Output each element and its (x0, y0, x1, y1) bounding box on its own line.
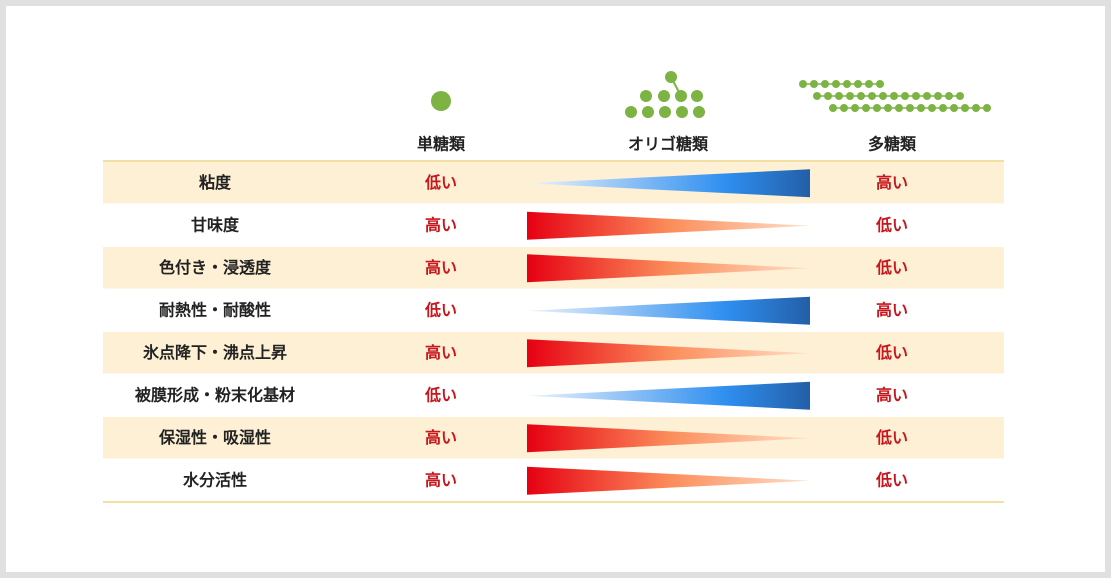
trend-wedge (527, 211, 810, 240)
poly-dot (939, 104, 947, 112)
row-label: 保湿性・吸湿性 (158, 428, 271, 447)
left-value: 高い (425, 258, 457, 277)
poly-dot (876, 80, 884, 88)
left-value: 低い (424, 173, 457, 192)
poly-dot (873, 104, 881, 112)
poly-dot (832, 80, 840, 88)
poly-dot (917, 104, 925, 112)
poly-dot (821, 80, 829, 88)
oligo-dot (658, 90, 670, 102)
oligo-dot (675, 90, 687, 102)
poly-dot (890, 92, 898, 100)
poly-dot (799, 80, 807, 88)
row-label: 耐熱性・耐酸性 (159, 300, 271, 319)
oligo-dot (659, 106, 671, 118)
left-value: 高い (425, 470, 457, 489)
right-value: 低い (875, 343, 908, 362)
left-value: 低い (424, 385, 457, 404)
poly-dot (884, 104, 892, 112)
trend-wedge (527, 296, 810, 325)
poly-dot (854, 80, 862, 88)
row-label: 水分活性 (183, 470, 247, 489)
poly-dot (829, 104, 837, 112)
right-value: 低い (875, 470, 908, 489)
poly-dot (901, 92, 909, 100)
poly-dot (912, 92, 920, 100)
oligo-dot (691, 90, 703, 102)
right-value: 高い (876, 300, 908, 319)
trend-wedge (527, 424, 810, 453)
column-header: 多糖類 (868, 135, 917, 154)
oligo-dot (642, 106, 654, 118)
oligo-dot (640, 90, 652, 102)
poly-dot (956, 92, 964, 100)
column-header: オリゴ糖類 (628, 135, 709, 154)
poly-dot (972, 104, 980, 112)
poly-dot (895, 104, 903, 112)
poly-dot (835, 92, 843, 100)
trend-wedge (527, 381, 810, 410)
row-label: 被膜形成・粉末化基材 (135, 385, 295, 404)
right-value: 高い (876, 173, 908, 192)
row-label: 甘味度 (191, 215, 240, 234)
poly-dot (906, 104, 914, 112)
poly-dot (934, 92, 942, 100)
poly-dot (879, 92, 887, 100)
row-label: 粘度 (199, 173, 232, 192)
poly-dot (843, 80, 851, 88)
right-value: 低い (875, 215, 908, 234)
oligo-dot (665, 71, 677, 83)
right-value: 低い (875, 258, 908, 277)
poly-dot (928, 104, 936, 112)
trend-wedge (527, 254, 810, 283)
row-label: 氷点降下・沸点上昇 (143, 343, 287, 362)
poly-dot (950, 104, 958, 112)
left-value: 高い (425, 428, 457, 447)
left-value: 高い (425, 343, 457, 362)
trend-wedge (527, 466, 810, 495)
poly-dot (923, 92, 931, 100)
right-value: 高い (876, 385, 908, 404)
poly-dot (851, 104, 859, 112)
poly-dot (865, 80, 873, 88)
icons (431, 71, 991, 118)
row-label: 色付き・浸透度 (159, 258, 272, 277)
left-value: 高い (425, 215, 457, 234)
trend-wedge (527, 169, 810, 198)
trend-wedge (527, 339, 810, 368)
poly-dot (857, 92, 865, 100)
poly-dot (862, 104, 870, 112)
oligo-dot (676, 106, 688, 118)
poly-dot (961, 104, 969, 112)
left-value: 低い (424, 300, 457, 319)
oligo-dot (693, 106, 705, 118)
poly-dot (868, 92, 876, 100)
poly-dot (824, 92, 832, 100)
poly-dot (945, 92, 953, 100)
column-header: 単糖類 (417, 135, 466, 154)
oligo-dot (625, 106, 637, 118)
right-value: 低い (875, 428, 908, 447)
poly-dot (846, 92, 854, 100)
poly-dot (813, 92, 821, 100)
poly-dot (840, 104, 848, 112)
mono-icon (431, 91, 451, 111)
poly-dot (983, 104, 991, 112)
poly-dot (810, 80, 818, 88)
